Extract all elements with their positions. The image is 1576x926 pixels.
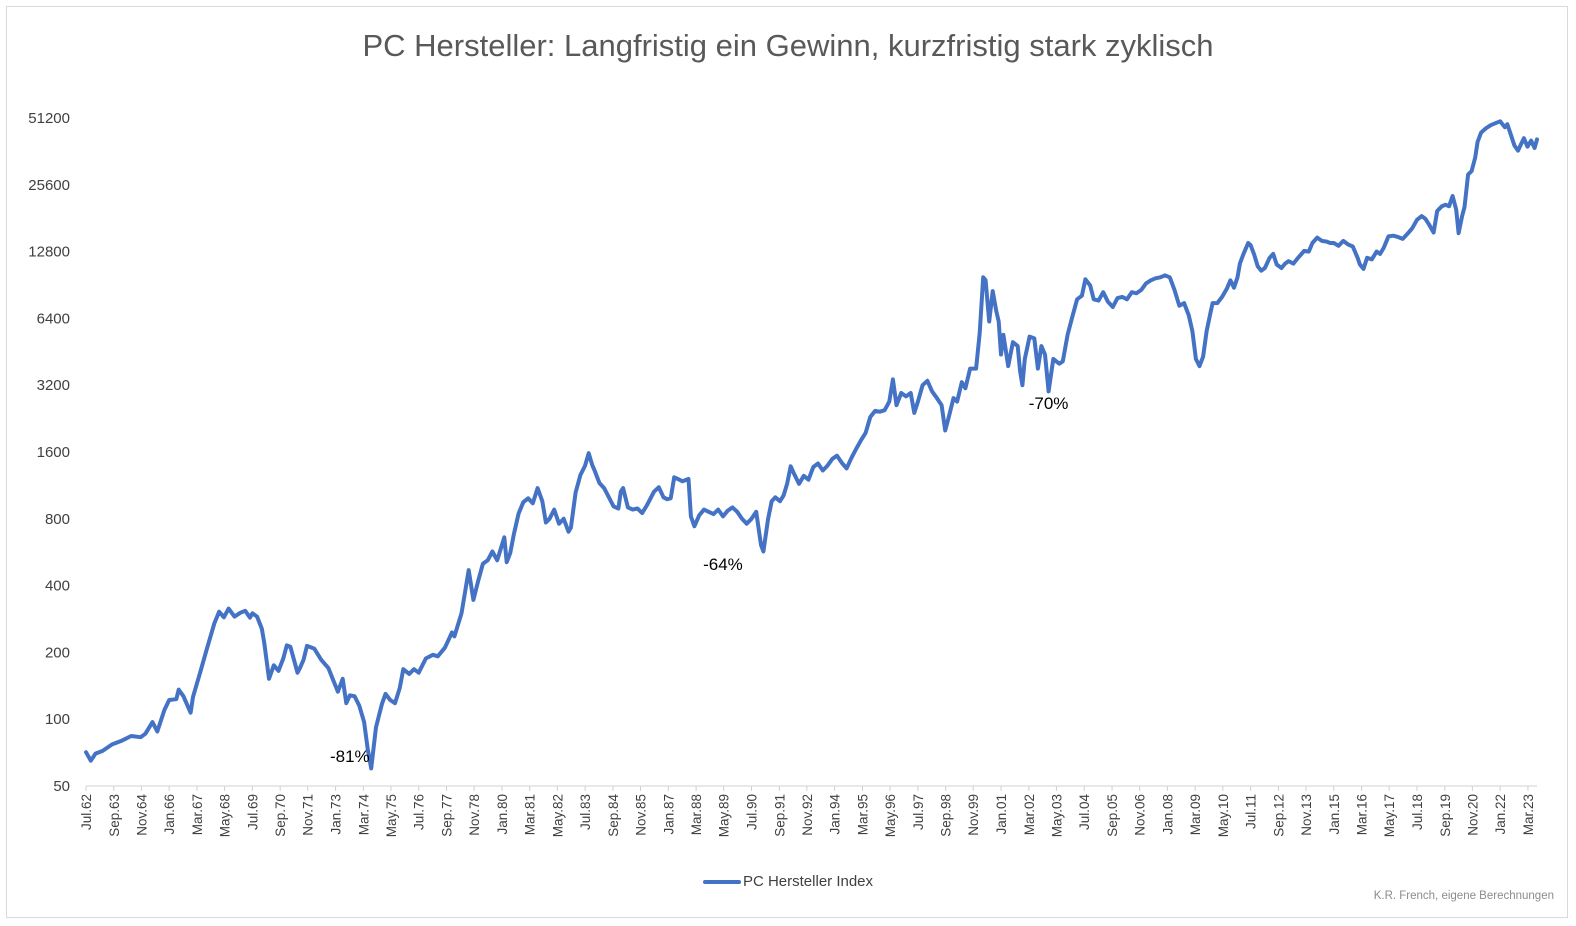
x-tick-label: Jan.87 xyxy=(661,794,676,835)
x-tick-label: Jan.22 xyxy=(1493,794,1508,835)
x-tick-label: Jul.83 xyxy=(578,794,593,830)
y-tick-label: 800 xyxy=(45,511,70,528)
x-tick-label: Jul.76 xyxy=(412,794,427,830)
x-tick-label: Nov.13 xyxy=(1299,794,1314,836)
x-tick-label: May.89 xyxy=(717,794,732,837)
x-tick-label: Mar.74 xyxy=(356,794,371,836)
x-tick-label: Jan.08 xyxy=(1160,794,1175,835)
x-tick-label: Nov.20 xyxy=(1465,794,1480,836)
x-tick-label: May.68 xyxy=(218,794,233,837)
x-tick-label: Mar.67 xyxy=(190,794,205,835)
x-tick-label: Jan.15 xyxy=(1327,794,1342,835)
x-tick-label: Jan.01 xyxy=(994,794,1009,835)
x-tick-label: Jul.69 xyxy=(245,794,260,830)
x-tick-label: Jan.66 xyxy=(162,794,177,835)
x-tick-label: Jul.18 xyxy=(1410,794,1425,830)
y-tick-label: 50 xyxy=(53,778,70,795)
x-tick-label: May.82 xyxy=(550,794,565,837)
x-tick-label: May.17 xyxy=(1382,794,1397,837)
x-tick-label: Mar.95 xyxy=(855,794,870,835)
x-tick-label: May.10 xyxy=(1216,794,1231,837)
x-tick-label: Mar.81 xyxy=(523,794,538,835)
x-tick-label: Nov.99 xyxy=(966,794,981,836)
x-tick-label: May.75 xyxy=(384,794,399,837)
series-line-0 xyxy=(84,119,1539,771)
x-tick-label: Nov.78 xyxy=(467,794,482,836)
legend-label: PC Hersteller Index xyxy=(742,873,874,890)
x-tick-label: Jan.80 xyxy=(495,794,510,835)
chart-title: PC Hersteller: Langfristig ein Gewinn, k… xyxy=(362,28,1214,63)
x-tick-label: May.03 xyxy=(1049,794,1064,837)
y-tick-label: 1600 xyxy=(37,444,70,461)
annotations: -81% -64% -70% xyxy=(330,394,1068,766)
x-tick-label: Jul.11 xyxy=(1244,794,1259,829)
x-tick-label: May.96 xyxy=(883,794,898,837)
x-tick-label: Nov.06 xyxy=(1133,794,1148,836)
series-layer xyxy=(84,119,1539,771)
chart-frame xyxy=(6,6,1568,918)
x-tick-label: Sep.05 xyxy=(1105,794,1120,837)
x-tick-label: Jul.97 xyxy=(911,794,926,830)
drawdown-annotation: -70% xyxy=(1029,394,1069,413)
x-tick-label: Sep.91 xyxy=(772,794,787,837)
x-tick-label: Jul.62 xyxy=(79,794,94,830)
x-tick-label: Mar.88 xyxy=(689,794,704,835)
x-tick-label: Sep.19 xyxy=(1438,794,1453,837)
drawdown-annotation: -81% xyxy=(330,747,370,766)
x-tick-label: Sep.70 xyxy=(273,794,288,837)
x-tick-label: Sep.63 xyxy=(107,794,122,837)
x-tick-label: Mar.16 xyxy=(1355,794,1370,835)
legend: PC Hersteller Index xyxy=(0,873,1576,890)
drawdown-annotation: -64% xyxy=(703,555,743,574)
x-tick-label: Sep.84 xyxy=(606,794,621,837)
y-tick-label: 3200 xyxy=(37,377,70,394)
axes: 50 100 200 400 800 1600 3200 6400 12800 25600 5120… xyxy=(28,110,1537,837)
x-tick-label: Jul.90 xyxy=(744,794,759,830)
x-tick-label: Mar.02 xyxy=(1022,794,1037,835)
y-tick-label: 200 xyxy=(45,644,70,661)
y-tick-label: 400 xyxy=(45,578,70,595)
y-tick-label: 6400 xyxy=(37,310,70,327)
x-tick-label: Sep.98 xyxy=(939,794,954,837)
y-tick-label: 25600 xyxy=(28,177,70,194)
x-tick-label: Nov.85 xyxy=(633,794,648,836)
x-tick-label: Nov.71 xyxy=(301,794,316,836)
y-tick-label: 51200 xyxy=(28,110,70,127)
x-tick-label: Jan.73 xyxy=(329,794,344,835)
x-tick-label: Mar.09 xyxy=(1188,794,1203,835)
source-note: K.R. French, eigene Berechnungen xyxy=(1373,890,1554,902)
y-tick-label: 12800 xyxy=(28,244,70,261)
x-tick-label: Jul.04 xyxy=(1077,794,1092,831)
x-tick-label: Sep.77 xyxy=(440,794,455,837)
x-tick-label: Mar.23 xyxy=(1521,794,1536,835)
y-tick-label: 100 xyxy=(45,711,70,728)
x-tick-label: Nov.64 xyxy=(134,794,149,836)
x-tick-label: Nov.92 xyxy=(800,794,815,836)
x-tick-label: Jan.94 xyxy=(828,794,843,835)
legend-swatch xyxy=(702,880,741,885)
x-tick-label: Sep.12 xyxy=(1271,794,1286,837)
